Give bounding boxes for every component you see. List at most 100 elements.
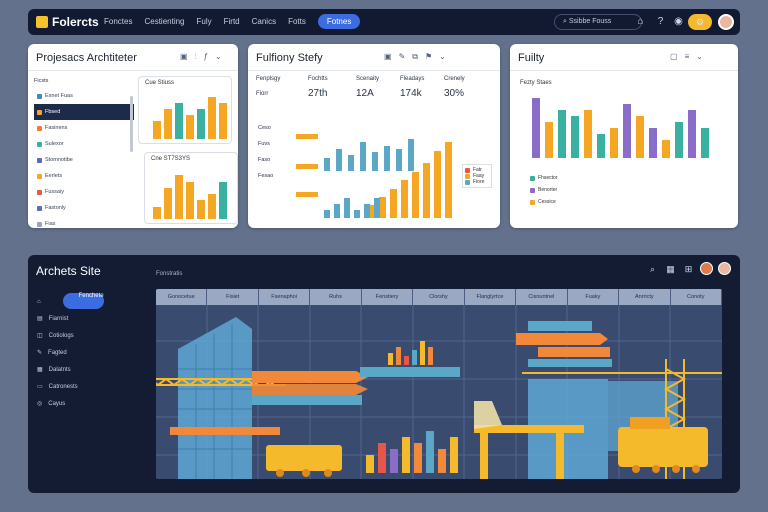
grid-icon[interactable]: ⊞ [684, 264, 693, 274]
column-header: Fsenaphoi [258, 289, 311, 305]
chart-bar [662, 140, 670, 158]
sidebar-item[interactable]: ▦ Dalatnts [34, 361, 100, 378]
edit-icon[interactable]: ✎ [398, 52, 406, 61]
mini-chart-plot [153, 169, 233, 219]
chart-bar [153, 206, 161, 219]
tree-item[interactable]: Fias [34, 216, 134, 232]
tree-item[interactable]: Fasinens [34, 120, 134, 136]
project-tree: Ficsts Exnet Fuas Fbsed Fasinens Sulexor… [34, 78, 134, 232]
save-icon[interactable]: ▣ [180, 52, 188, 61]
search-input[interactable]: ⌕ Ssibbe Fouss [554, 14, 642, 30]
legend-item: Fatr [465, 167, 489, 173]
legend-item: Faay [465, 173, 489, 179]
pin-icon[interactable]: ⫶ [194, 52, 197, 61]
chart-bar [649, 128, 657, 158]
sidebar-item[interactable]: ▤ Fiarnist [34, 310, 100, 327]
chart-bar [344, 198, 350, 218]
scene-bar [426, 431, 434, 473]
chart-bar [197, 109, 205, 139]
chart-bar [532, 98, 540, 158]
copy-icon[interactable]: ⧉ [412, 52, 418, 61]
excavator [618, 427, 708, 467]
chart-bar [164, 187, 172, 219]
help-icon[interactable]: ? [657, 16, 664, 27]
column-header: Gonocetue [156, 289, 208, 305]
portfolio-card: Fulfiony Stefy ▣ ✎ ⧉ ⚑ ⌄ Fenplsgy Fochtts Sc… [248, 44, 500, 228]
share-icon[interactable]: ƒ [203, 52, 209, 61]
search-icon[interactable]: ⌕ [649, 264, 656, 274]
tree-item-label: Fussaiy [45, 189, 64, 195]
avatar[interactable] [718, 14, 734, 30]
calendar-icon[interactable]: ▦ [666, 264, 675, 274]
settings-pill[interactable]: ⚙ [688, 14, 712, 30]
menu-icon[interactable]: ≡ [684, 52, 690, 61]
chart-bar [408, 139, 414, 172]
legend-item: Fiore [465, 179, 489, 185]
chevron-down-icon[interactable]: ⌄ [696, 52, 703, 61]
sidebar-item[interactable]: ▭ Catronests [34, 378, 100, 395]
tree-item[interactable]: Fussaiy [34, 184, 134, 200]
site-sidebar: ⌂ Fenchete ▤ Fiarnist ◫ Cotiologs ✎ Fagted ▦… [34, 292, 104, 412]
divider [248, 70, 500, 71]
chart-bar [384, 145, 390, 172]
brand[interactable]: Folercts [36, 15, 99, 29]
column-header: Fleadays [400, 76, 425, 82]
nav-item-active[interactable]: Fotnes [317, 14, 361, 29]
sidebar-item[interactable]: ◫ Cotiologs [34, 327, 100, 344]
location-icon: ◎ [37, 401, 43, 407]
nav-item[interactable]: Fotts [288, 17, 306, 26]
avatar[interactable] [700, 262, 713, 275]
site-title: Archets Site [36, 264, 101, 278]
chart-bar [623, 104, 631, 158]
notification-icon[interactable]: ◉ [674, 16, 683, 27]
avatar[interactable] [718, 262, 731, 275]
sidebar-item-home[interactable]: ⌂ Fenchete [34, 292, 104, 310]
site-illustration: Gonocetue Fisiet Fsenaphoi Ruhs Fenstier… [156, 289, 722, 479]
home-icon[interactable]: ⌂ [637, 16, 644, 27]
sidebar-item[interactable]: ✎ Fagted [34, 344, 100, 361]
column-header: Ruhs [310, 289, 362, 305]
chart-bar [434, 150, 441, 218]
settings-icon[interactable]: ▢ [670, 52, 678, 61]
summary-value: 12A [356, 88, 374, 99]
scrollbar[interactable] [130, 96, 133, 152]
beam [538, 347, 610, 357]
chevron-down-icon[interactable]: ⌄ [215, 52, 222, 61]
chart-bar [208, 97, 216, 139]
tree-item[interactable]: Fastonly [34, 200, 134, 216]
filter-icon[interactable]: ⚑ [424, 52, 433, 61]
save-icon[interactable]: ▣ [384, 52, 392, 61]
tree-item-label: Fias [45, 221, 56, 227]
legend-item: Fhsector [530, 172, 557, 184]
chart-bar [688, 110, 696, 158]
tree-item[interactable]: Exnet Fuas [34, 88, 134, 104]
divider [28, 70, 238, 71]
tree-item[interactable]: Stomnotibe [34, 152, 134, 168]
folder-icon [37, 109, 42, 115]
nav-item[interactable]: Cestienting [144, 17, 185, 26]
nav-item[interactable]: Firtd [223, 17, 240, 26]
tree-item-selected[interactable]: Fbsed [34, 104, 134, 120]
row-label: Ceso [258, 125, 271, 131]
chart-bar [219, 103, 227, 139]
folder-icon [37, 141, 42, 147]
document-icon: ▭ [37, 384, 43, 390]
chart-bar [445, 142, 452, 218]
chart-bar [360, 142, 366, 172]
tree-item[interactable]: Sulexor [34, 136, 134, 152]
nav-item[interactable]: Fonctes [104, 17, 133, 26]
nav-item[interactable]: Canics [251, 17, 277, 26]
nav-item[interactable]: Fuly [196, 17, 212, 26]
sidebar-item[interactable]: ◎ Cayus [34, 395, 100, 412]
row-label: Faso [258, 157, 271, 163]
sidebar-item-label: Cayus [48, 400, 66, 407]
chevron-down-icon[interactable]: ⌄ [439, 52, 446, 61]
table-icon: ▦ [37, 367, 43, 373]
card-actions: ▣ ✎ ⧉ ⚑ ⌄ [384, 52, 446, 62]
lower-bar-chart [366, 431, 458, 473]
chart-bar [208, 194, 216, 219]
column-header: Scenaity [356, 76, 380, 82]
tree-item[interactable]: Eerlets [34, 168, 134, 184]
column-header: Fenstiery [361, 289, 414, 305]
row-labels: Ceso Fuvs Faso Fesao [258, 120, 296, 184]
